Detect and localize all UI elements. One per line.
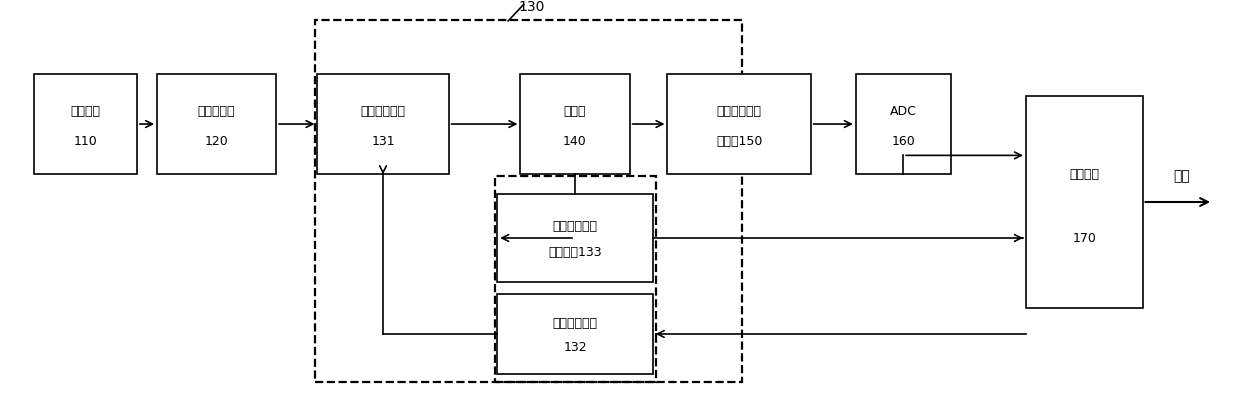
Text: 高通滤波器: 高通滤波器 bbox=[198, 104, 236, 118]
Text: 170: 170 bbox=[1073, 231, 1096, 244]
Bar bbox=[497, 294, 652, 374]
Text: 131: 131 bbox=[371, 135, 394, 148]
Bar bbox=[1025, 96, 1142, 308]
Text: 130: 130 bbox=[518, 0, 544, 14]
Text: 阈值检测波形: 阈值检测波形 bbox=[553, 220, 598, 233]
Text: 140: 140 bbox=[563, 135, 587, 148]
Text: 差分电极: 差分电极 bbox=[71, 104, 100, 118]
Text: 仪表放大单元: 仪表放大单元 bbox=[361, 104, 405, 118]
Text: 整形单元133: 整形单元133 bbox=[548, 246, 601, 259]
Bar bbox=[495, 176, 656, 382]
Bar bbox=[521, 74, 630, 174]
Text: 120: 120 bbox=[205, 135, 228, 148]
Text: 单端放大低通: 单端放大低通 bbox=[717, 104, 761, 118]
Text: 132: 132 bbox=[563, 341, 587, 354]
Bar bbox=[317, 74, 449, 174]
Text: 滤波器150: 滤波器150 bbox=[715, 135, 763, 148]
Text: 陷波器: 陷波器 bbox=[564, 104, 587, 118]
Bar bbox=[856, 74, 951, 174]
Text: 输出: 输出 bbox=[1173, 169, 1190, 183]
Text: ADC: ADC bbox=[890, 104, 916, 118]
Text: 主控单元: 主控单元 bbox=[1069, 168, 1099, 181]
Text: 160: 160 bbox=[892, 135, 915, 148]
Text: 110: 110 bbox=[73, 135, 97, 148]
Text: 增益控制单元: 增益控制单元 bbox=[553, 317, 598, 330]
Bar bbox=[315, 20, 742, 382]
Bar bbox=[497, 194, 652, 282]
Bar bbox=[33, 74, 136, 174]
Bar bbox=[667, 74, 811, 174]
Bar bbox=[157, 74, 277, 174]
